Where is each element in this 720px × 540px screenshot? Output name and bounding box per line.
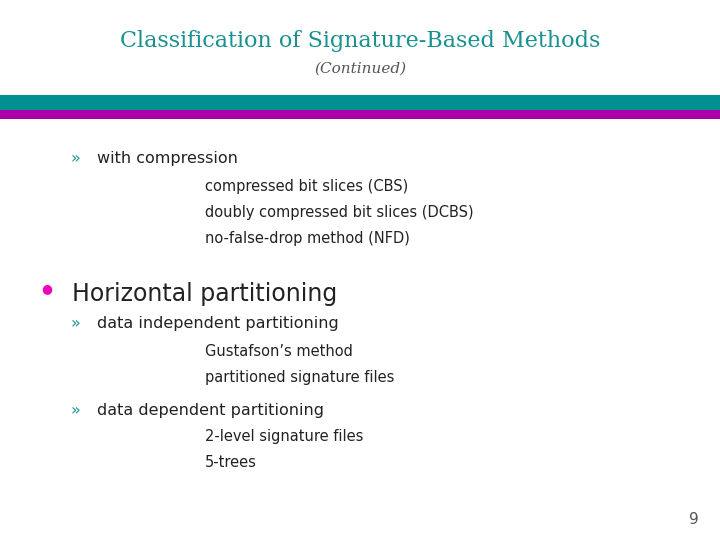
Text: compressed bit slices (CBS): compressed bit slices (CBS): [205, 179, 408, 194]
Text: 2-level signature files: 2-level signature files: [205, 429, 364, 444]
Text: »: »: [71, 151, 81, 166]
Text: Horizontal partitioning: Horizontal partitioning: [72, 282, 337, 306]
Text: data dependent partitioning: data dependent partitioning: [97, 403, 324, 418]
Text: 9: 9: [688, 511, 698, 526]
Text: »: »: [71, 403, 81, 418]
Bar: [0, 94, 720, 110]
Text: no-false-drop method (NFD): no-false-drop method (NFD): [205, 231, 410, 246]
Text: with compression: with compression: [97, 151, 238, 166]
Text: Classification of Signature-Based Methods: Classification of Signature-Based Method…: [120, 30, 600, 52]
Text: 5-trees: 5-trees: [205, 455, 257, 470]
Text: (Continued): (Continued): [314, 62, 406, 76]
Text: Gustafson’s method: Gustafson’s method: [205, 344, 353, 359]
Bar: [0, 110, 720, 119]
Text: data independent partitioning: data independent partitioning: [97, 316, 339, 331]
Text: »: »: [71, 316, 81, 331]
Text: doubly compressed bit slices (DCBS): doubly compressed bit slices (DCBS): [205, 205, 474, 220]
Text: ●: ●: [41, 282, 53, 295]
Text: partitioned signature files: partitioned signature files: [205, 370, 395, 385]
